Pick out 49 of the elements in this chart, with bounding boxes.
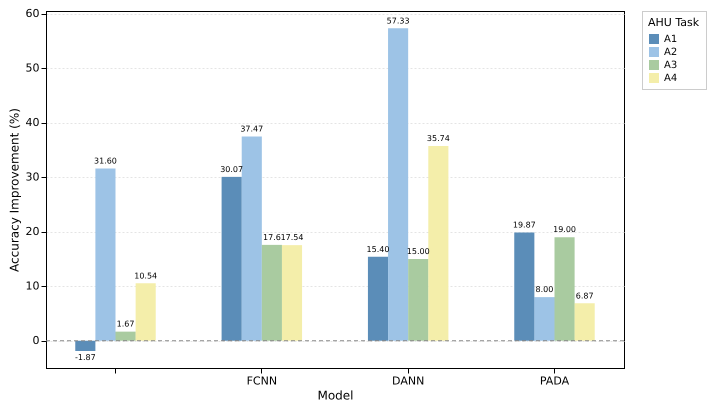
data-label: 37.47 — [240, 124, 264, 134]
y-tick-label: 30 — [26, 170, 40, 184]
legend-label: A4 — [664, 73, 678, 84]
bar — [116, 332, 136, 341]
data-label: -1.87 — [74, 352, 96, 362]
x-tick-label: DANN — [392, 374, 424, 388]
data-label: 57.33 — [386, 16, 410, 26]
y-tick-label: 60 — [26, 7, 40, 20]
x-tick-label: PADA — [540, 374, 570, 388]
bar — [388, 28, 408, 341]
data-label: 17.54 — [280, 233, 304, 242]
legend-label: A2 — [664, 47, 678, 58]
bar — [514, 232, 534, 341]
bar — [75, 340, 96, 351]
data-label: 10.54 — [134, 271, 158, 280]
data-label: 30.07 — [220, 164, 244, 174]
y-tick-label: 10 — [26, 280, 40, 293]
y-tick-label: 0 — [32, 334, 40, 348]
bar — [534, 297, 554, 341]
x-tick-label: FCNN — [246, 374, 278, 388]
y-tick-label: 20 — [26, 225, 40, 238]
legend-label: A1 — [664, 34, 678, 45]
bar — [554, 237, 575, 341]
data-label: 17.6 — [262, 232, 281, 242]
bar — [222, 176, 242, 341]
y-axis-title: Accuracy Improvement (%) — [8, 108, 22, 272]
bar — [95, 168, 116, 341]
x-axis-title: Model — [317, 388, 354, 402]
data-label: 31.60 — [94, 156, 117, 166]
bar — [428, 146, 448, 341]
bar — [242, 136, 262, 341]
data-label: 6.87 — [576, 291, 594, 300]
bar — [368, 256, 388, 341]
legend-title: AHU Task — [648, 16, 700, 29]
data-label: 8.00 — [536, 285, 554, 294]
bar — [408, 258, 428, 341]
bar — [136, 283, 156, 341]
data-label: 15.00 — [406, 246, 430, 256]
y-tick-label: 40 — [26, 116, 40, 130]
legend-label: A3 — [664, 60, 678, 71]
data-label: 19.87 — [512, 220, 536, 230]
data-label: 35.74 — [426, 134, 450, 143]
data-label: 15.40 — [366, 244, 390, 254]
data-label: 1.67 — [116, 320, 134, 329]
y-tick-label: 50 — [26, 62, 40, 75]
bar — [262, 244, 282, 341]
data-label: 19.00 — [553, 225, 576, 234]
bar — [574, 303, 595, 341]
bar — [282, 245, 302, 341]
